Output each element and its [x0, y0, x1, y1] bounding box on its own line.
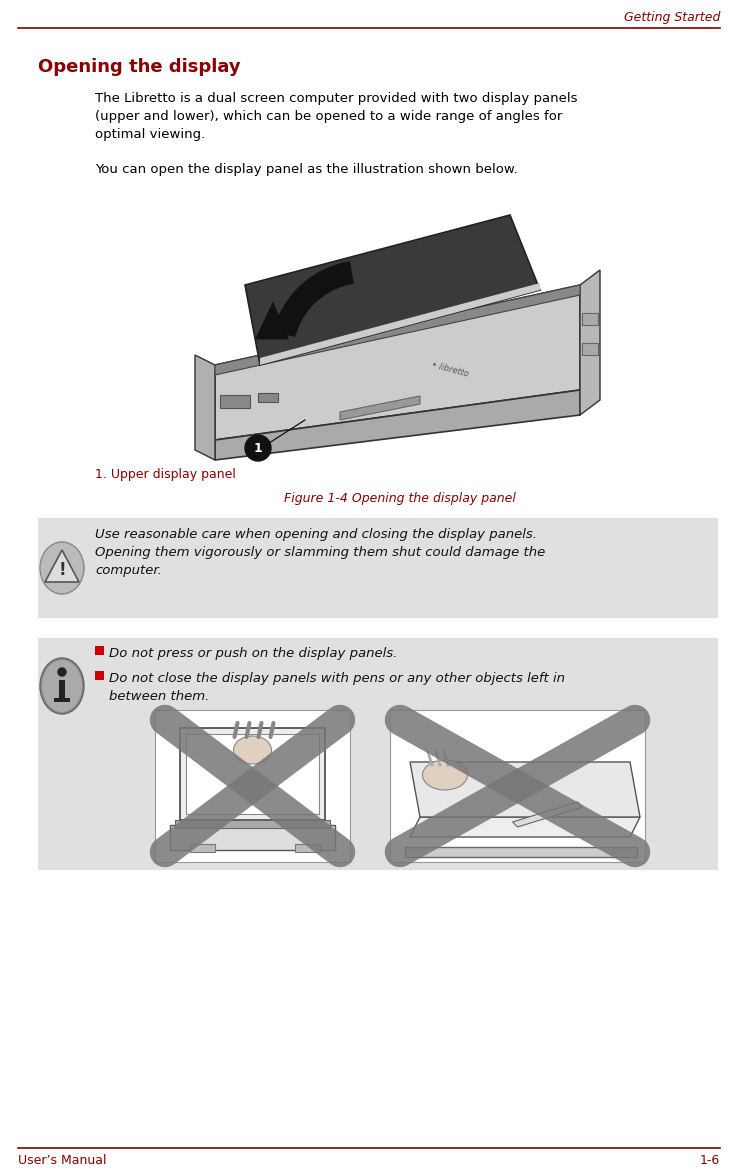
Bar: [38, 638, 718, 870]
Text: Figure 1-4 Opening the display panel: Figure 1-4 Opening the display panel: [284, 492, 516, 505]
Polygon shape: [258, 393, 278, 402]
Bar: [582, 313, 598, 325]
Polygon shape: [255, 301, 289, 340]
Polygon shape: [405, 847, 637, 857]
Polygon shape: [245, 214, 540, 364]
Ellipse shape: [40, 541, 84, 594]
Bar: [38, 518, 718, 618]
Bar: [95, 646, 104, 655]
Circle shape: [245, 435, 271, 461]
Polygon shape: [273, 261, 354, 338]
Polygon shape: [215, 285, 580, 440]
Polygon shape: [410, 762, 640, 817]
Text: 1: 1: [254, 442, 263, 455]
Circle shape: [58, 668, 66, 676]
Ellipse shape: [42, 660, 82, 713]
Polygon shape: [45, 550, 79, 582]
Text: Do not close the display panels with pens or any other objects left in
between t: Do not close the display panels with pen…: [109, 672, 565, 703]
Text: Opening the display: Opening the display: [38, 57, 241, 76]
Bar: [170, 825, 335, 850]
Bar: [175, 820, 330, 827]
Bar: [186, 734, 319, 815]
Bar: [155, 710, 350, 861]
Bar: [180, 728, 325, 820]
Text: 1-6: 1-6: [700, 1153, 720, 1166]
Text: User’s Manual: User’s Manual: [18, 1153, 106, 1166]
Polygon shape: [580, 270, 600, 415]
Polygon shape: [512, 802, 582, 827]
Ellipse shape: [233, 736, 272, 764]
Bar: [295, 844, 320, 852]
Polygon shape: [220, 395, 250, 408]
Polygon shape: [410, 817, 640, 837]
Text: Do not press or push on the display panels.: Do not press or push on the display pane…: [109, 647, 397, 660]
Bar: [582, 343, 598, 355]
Text: The Libretto is a dual screen computer provided with two display panels
(upper a: The Libretto is a dual screen computer p…: [95, 91, 578, 141]
Text: Use reasonable care when opening and closing the display panels.
Opening them vi: Use reasonable care when opening and clo…: [95, 529, 545, 577]
Text: You can open the display panel as the illustration shown below.: You can open the display panel as the il…: [95, 163, 517, 176]
Text: • libretto: • libretto: [430, 361, 469, 380]
Bar: [95, 672, 104, 680]
Text: !: !: [58, 561, 66, 579]
Bar: [390, 710, 645, 861]
Bar: [190, 844, 215, 852]
Text: Getting Started: Getting Started: [624, 12, 720, 25]
Polygon shape: [340, 396, 420, 420]
Polygon shape: [260, 282, 540, 364]
Ellipse shape: [422, 759, 467, 790]
Bar: [59, 680, 65, 700]
Polygon shape: [195, 355, 215, 459]
Bar: [54, 699, 70, 702]
Polygon shape: [215, 390, 580, 459]
Polygon shape: [215, 285, 580, 375]
Ellipse shape: [40, 657, 84, 714]
Text: 1. Upper display panel: 1. Upper display panel: [95, 468, 236, 481]
